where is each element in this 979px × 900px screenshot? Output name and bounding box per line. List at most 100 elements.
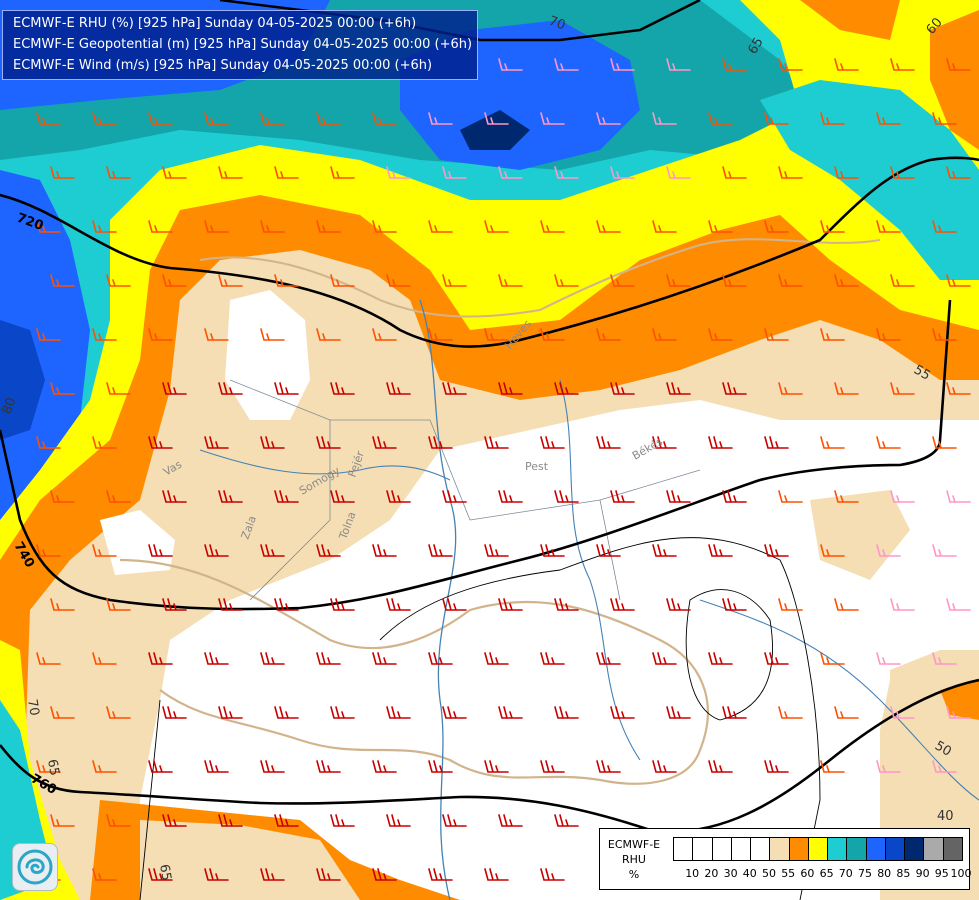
rhu-zone-orange-right [930,10,979,150]
wind-barb [386,274,411,287]
wind-barb [204,868,229,881]
wind-barb [316,544,341,557]
wind-barb [778,58,803,71]
wind-barb [610,598,635,611]
wind-barb [162,382,187,395]
wind-barb [428,220,453,233]
wind-barb [540,436,565,449]
wind-barb [316,220,341,233]
wind-barb [330,598,355,611]
wind-barb [204,328,229,341]
rhu-contour-label: 40 [937,809,954,824]
wind-barb [50,814,75,827]
geopotential-line-720 [0,156,979,348]
wind-barb [946,490,971,503]
wind-barb [876,436,901,449]
wind-barb [596,112,621,125]
wind-barb [540,652,565,665]
wind-barb [372,544,397,557]
wind-barb [666,598,691,611]
wind-barb [260,652,285,665]
wind-barb [484,544,509,557]
wind-barb [666,166,691,179]
wind-barb [36,112,61,125]
wind-barb [36,328,61,341]
rhu-contour-label: 70 [547,14,568,34]
wind-barb [330,706,355,719]
wind-barb [428,544,453,557]
wind-barb [260,760,285,773]
wind-barb [498,382,523,395]
wind-barb [554,814,579,827]
wind-barb [932,436,957,449]
legend-swatch [885,838,906,860]
wind-barb [484,652,509,665]
wind-barb [890,706,915,719]
legend-label-line: ECMWF-E [607,838,661,851]
title-geopotential: ECMWF-E Geopotential (m) [925 hPa] Sunda… [13,37,473,52]
ecmwf-swirl-icon [12,843,58,891]
wind-barb [876,652,901,665]
wind-barb [106,814,131,827]
wind-barb [204,760,229,773]
wind-barb [50,274,75,287]
legend-swatch [731,838,752,860]
wind-barb [316,652,341,665]
wind-barb [274,706,299,719]
wind-barb [540,868,565,881]
wind-barb [316,760,341,773]
wind-barb [204,652,229,665]
wind-barb [890,166,915,179]
rhu-contour-label: 50 [932,738,954,759]
wind-barb [876,220,901,233]
thin-contour-3 [139,699,161,900]
wind-barb [890,598,915,611]
wind-barb [218,166,243,179]
wind-barb [218,274,243,287]
wind-barb [722,490,747,503]
wind-barb [162,166,187,179]
wind-barb [834,58,859,71]
wind-barb [442,598,467,611]
river-3 [199,449,451,481]
wind-barb [722,382,747,395]
wind-barb [778,166,803,179]
legend-tick: 40 [742,867,757,880]
wind-barb [218,490,243,503]
legend-swatch [674,838,694,860]
wind-barb [386,814,411,827]
wind-barb [316,328,341,341]
wind-barb [442,490,467,503]
legend-tick: 20 [704,867,719,880]
rhu-contour-label: 80 [0,396,19,417]
wind-barb [610,706,635,719]
legend-swatch [828,838,848,860]
wind-barb [722,598,747,611]
wind-barb [932,220,957,233]
wind-barb [834,598,859,611]
geopotential-line-740 [0,299,952,611]
wind-barb [274,814,299,827]
wind-barb [428,760,453,773]
wind-barb [372,760,397,773]
wind-barb [540,220,565,233]
legend-label-line: % [628,868,640,881]
wind-barb [722,58,747,71]
legend-tick: 85 [896,867,911,880]
rhu-zone-white-main [140,400,979,900]
wind-barb [498,490,523,503]
wind-barb [820,436,845,449]
wind-barb [92,652,117,665]
wind-barb [274,166,299,179]
wind-barb [386,166,411,179]
wind-barb [610,274,635,287]
wind-barb [218,598,243,611]
river-2 [559,379,641,761]
wind-barb [834,274,859,287]
wind-barb [330,382,355,395]
title-rhu: ECMWF-E RHU (%) [925 hPa] Sunday 04-05-2… [13,16,417,31]
wind-barb [596,544,621,557]
wind-barb [932,760,957,773]
wind-barb [946,274,971,287]
